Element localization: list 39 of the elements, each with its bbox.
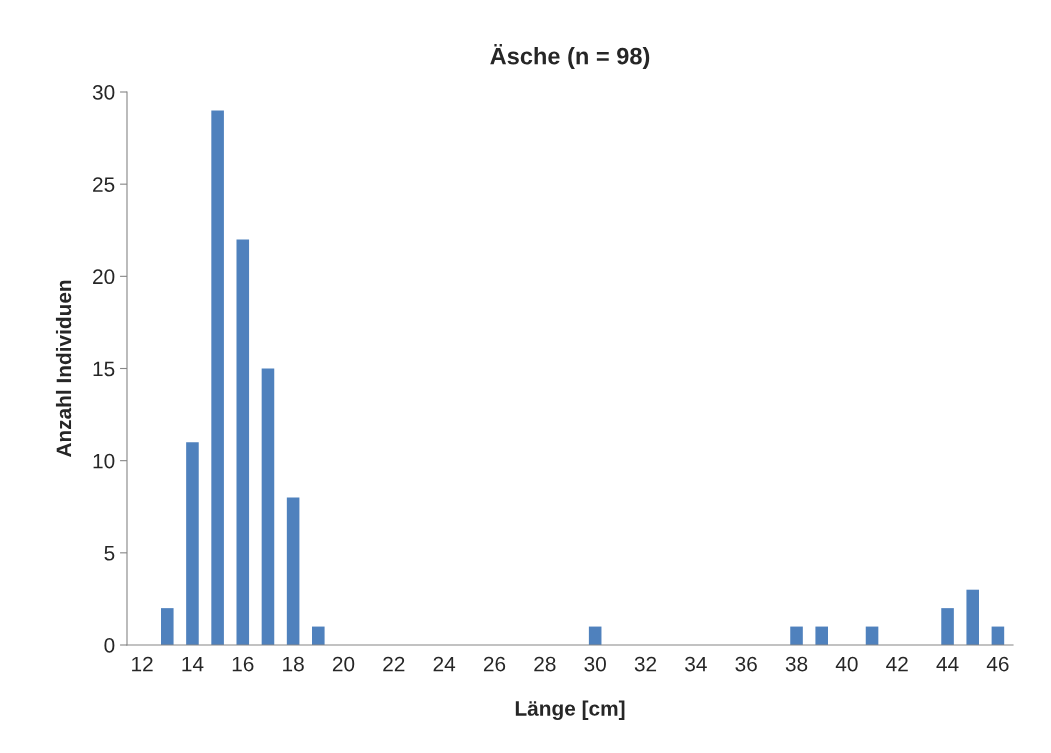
x-tick-label: 18 <box>283 656 304 672</box>
bar <box>966 589 980 645</box>
bar <box>160 608 174 645</box>
y-tick-label: 15 <box>93 361 115 377</box>
y-tick-label: 20 <box>93 269 115 285</box>
x-tick-label: 32 <box>634 656 657 672</box>
x-tick-label: 22 <box>383 656 405 672</box>
x-tick-label: 26 <box>483 656 506 672</box>
x-tick-label: 28 <box>534 656 556 672</box>
y-axis-title: Anzahl Individuen <box>55 280 72 458</box>
chart-title: Äsche (n = 98) <box>490 44 650 70</box>
bar <box>941 608 954 645</box>
x-tick-label: 42 <box>886 656 908 672</box>
y-tick-label: 25 <box>93 177 115 192</box>
x-tick-label: 46 <box>986 656 1009 672</box>
y-tick-label: 0 <box>104 638 115 653</box>
bar <box>312 626 325 645</box>
x-tick-label: 12 <box>132 656 153 672</box>
x-tick-label: 38 <box>785 656 808 672</box>
bar <box>286 497 300 645</box>
bar <box>790 626 803 645</box>
x-tick-label: 20 <box>332 656 355 672</box>
x-axis-title: Länge [cm] <box>515 700 625 721</box>
x-tick-label: 16 <box>232 656 254 672</box>
y-tick-label: 5 <box>104 546 115 561</box>
bar <box>261 368 275 645</box>
bar <box>186 442 199 645</box>
bar <box>236 239 250 645</box>
x-tick-label: 44 <box>936 656 959 672</box>
x-tick-label: 40 <box>835 656 858 672</box>
y-tick-label: 10 <box>93 453 115 469</box>
x-tick-label: 34 <box>685 656 707 672</box>
y-tick-label: 30 <box>92 85 115 100</box>
x-tick-label: 30 <box>584 656 606 672</box>
x-tick-label: 14 <box>182 656 204 672</box>
bar <box>815 626 828 645</box>
x-tick-label: 36 <box>735 656 757 672</box>
bar <box>211 110 224 645</box>
x-tick-label: 24 <box>433 656 456 672</box>
